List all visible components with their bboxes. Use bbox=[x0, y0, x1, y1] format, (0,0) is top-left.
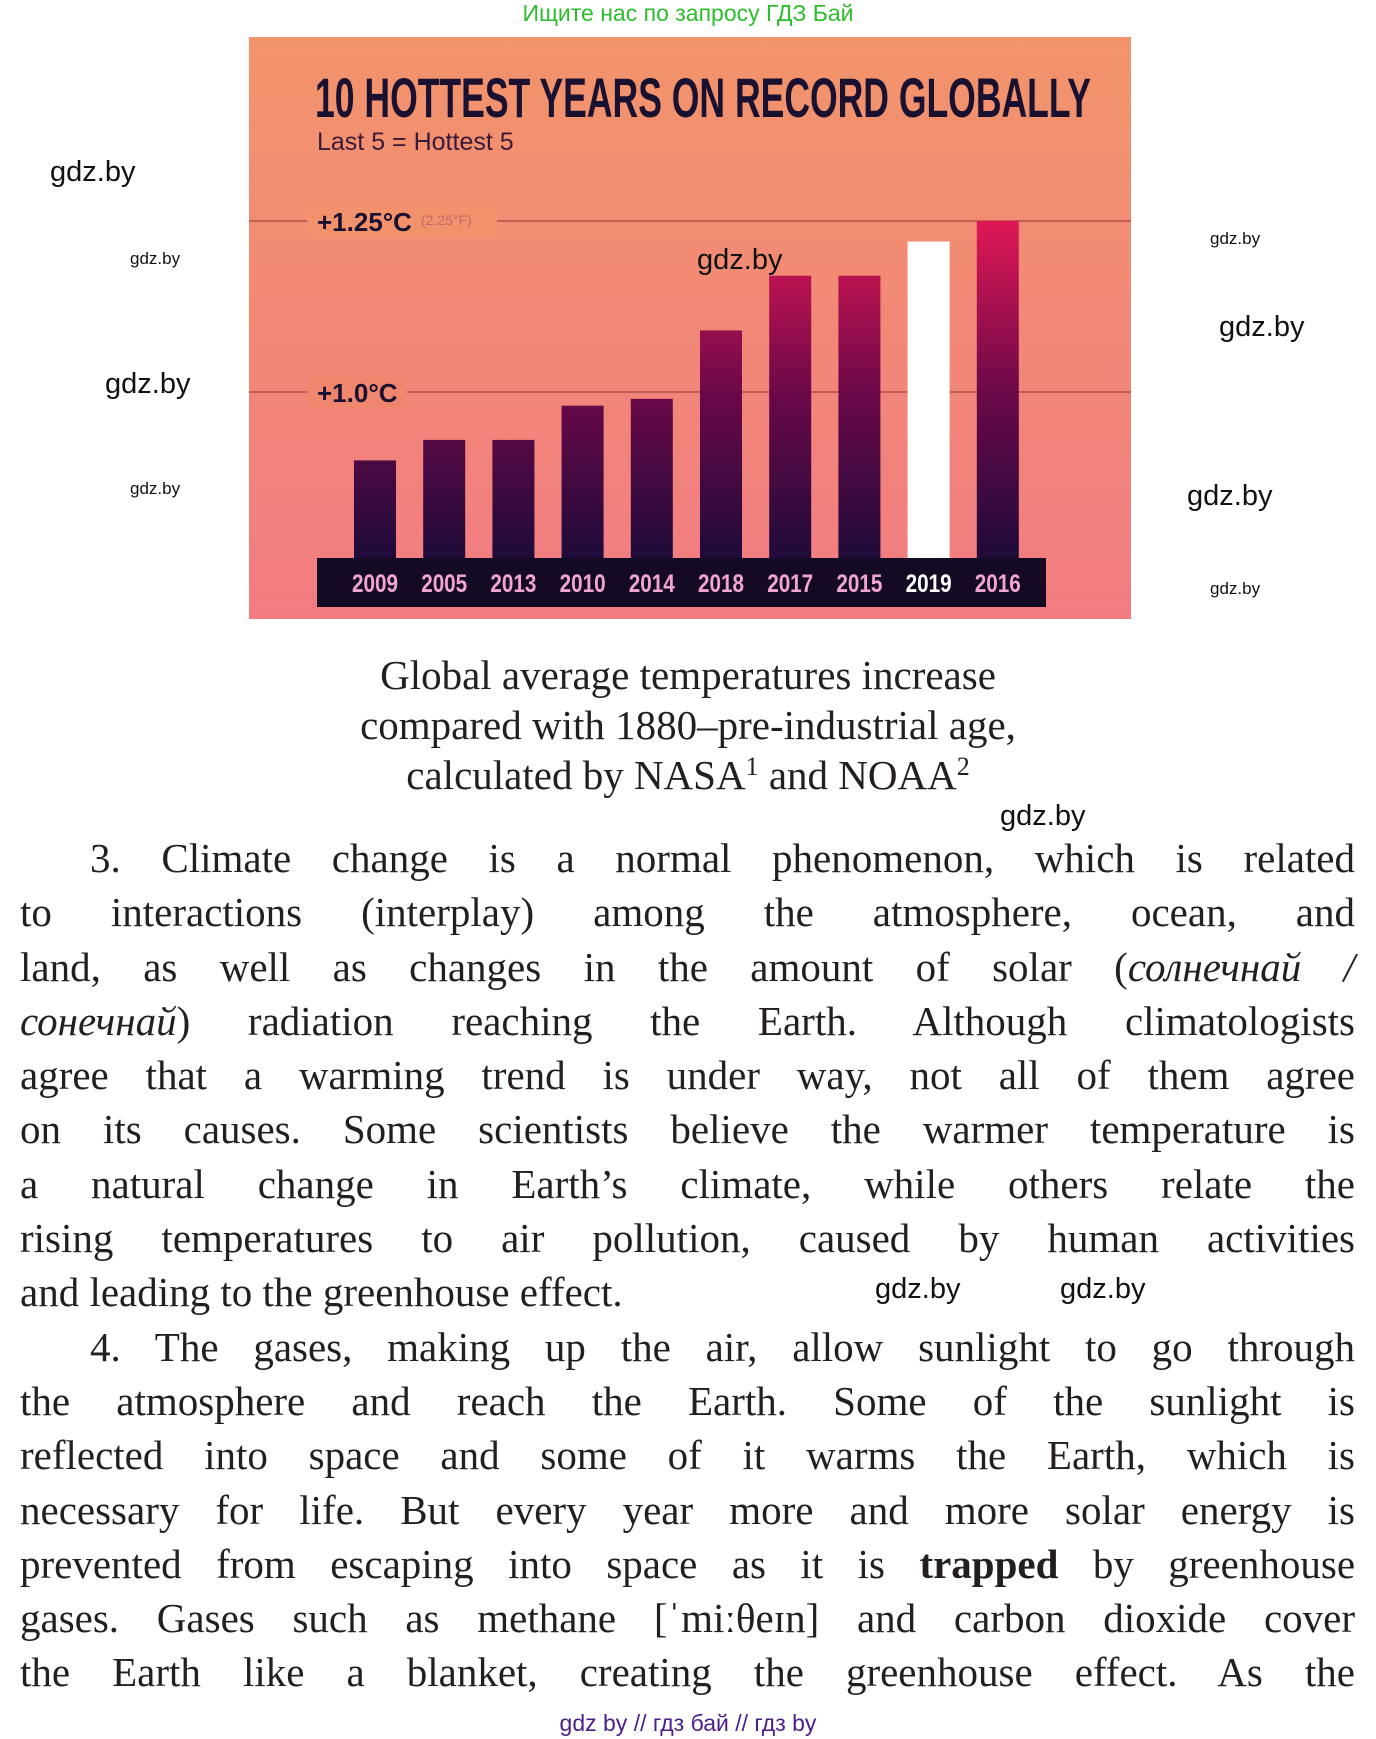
watermark: gdz.by bbox=[1210, 579, 1261, 598]
bar-2014 bbox=[630, 398, 673, 563]
caption-line-3: calculated by NASA1 and NOAA2 bbox=[0, 750, 1376, 800]
text-run: agree that a warming trend is under way,… bbox=[20, 1052, 1355, 1099]
watermark: gdz.by bbox=[1187, 480, 1273, 512]
year-label-2005: 2005 bbox=[421, 570, 467, 598]
body-text: 3. Climate change is a normal phenomenon… bbox=[20, 831, 1355, 1700]
bar-2009 bbox=[354, 460, 396, 563]
text-run: and leading to the greenhouse effect. bbox=[20, 1269, 623, 1316]
text-run: on its causes. Some scientists believe t… bbox=[20, 1106, 1355, 1153]
bar-2015 bbox=[838, 275, 881, 563]
text-run: the Earth like a blanket, creating the g… bbox=[20, 1649, 1355, 1696]
text-line: on its causes. Some scientists believe t… bbox=[20, 1102, 1355, 1156]
text-line: a natural change in Earth’s climate, whi… bbox=[20, 1157, 1355, 1211]
footnote-ref-1[interactable]: 1 bbox=[745, 752, 759, 781]
gridline-label-bg bbox=[307, 376, 407, 408]
text-run: land, as well as changes in the amount o… bbox=[20, 943, 1128, 990]
text-line: the Earth like a blanket, creating the g… bbox=[20, 1645, 1355, 1699]
text-line: rising temperatures to air pollution, ca… bbox=[20, 1211, 1355, 1265]
text-line: сонечнай) radiation reaching the Earth. … bbox=[20, 994, 1355, 1048]
year-label-2013: 2013 bbox=[490, 570, 536, 598]
watermark: gdz.by bbox=[105, 368, 191, 400]
caption-noaa: and NOAA bbox=[758, 752, 957, 798]
watermark: gdz.by bbox=[1210, 229, 1261, 248]
year-label-2010: 2010 bbox=[560, 570, 606, 598]
watermark: gdz.by bbox=[130, 249, 181, 268]
gridline-label-bg bbox=[307, 205, 497, 237]
watermark: gdz.by bbox=[1060, 1273, 1146, 1305]
bar-2017 bbox=[769, 275, 812, 563]
text-line: land, as well as changes in the amount o… bbox=[20, 940, 1355, 994]
text-line: gases. Gases such as methane [ˈmiːθeɪn] … bbox=[20, 1591, 1355, 1645]
bold-term: trapped bbox=[919, 1540, 1059, 1587]
year-label-2017: 2017 bbox=[767, 570, 813, 598]
text-line: the atmosphere and reach the Earth. Some… bbox=[20, 1374, 1355, 1428]
bar-2013 bbox=[492, 439, 535, 563]
year-label-2009: 2009 bbox=[352, 570, 398, 598]
year-label-2019: 2019 bbox=[906, 570, 952, 598]
text-line: reflected into space and some of it warm… bbox=[20, 1428, 1355, 1482]
caption-nasa: calculated by NASA bbox=[406, 752, 746, 798]
watermark: gdz.by bbox=[130, 479, 181, 498]
text-line: 4. The gases, making up the air, allow s… bbox=[20, 1320, 1355, 1374]
year-label-2016: 2016 bbox=[975, 570, 1021, 598]
text-run: 4. The gases, making up the air, allow s… bbox=[90, 1323, 1355, 1370]
bar-2005 bbox=[423, 439, 466, 563]
text-run: gases. Gases such as methane [ˈmiːθeɪn] … bbox=[20, 1595, 1355, 1642]
text-line: and leading to the greenhouse effect. bbox=[20, 1265, 1355, 1319]
chart-title: 10 HOTTEST YEARS ON RECORD GLOBALLY bbox=[315, 66, 1091, 129]
text-line: to interactions (interplay) among the at… bbox=[20, 885, 1355, 939]
watermark: gdz.by bbox=[50, 156, 136, 188]
gridline-note: (2.25°F) bbox=[421, 212, 472, 228]
bar-2010 bbox=[561, 405, 604, 563]
gridline-label: +1.25°C bbox=[317, 207, 412, 237]
text-run: prevented from escaping into space as it… bbox=[20, 1540, 920, 1587]
watermark: gdz.by bbox=[875, 1273, 961, 1305]
search-hint-banner: Ищите нас по запросу ГДЗ Бай bbox=[522, 0, 854, 26]
text-run: necessary for life. But every year more … bbox=[20, 1486, 1355, 1533]
text-line: prevented from escaping into space as it… bbox=[20, 1537, 1355, 1591]
watermark: gdz.by bbox=[1000, 800, 1086, 832]
text-run: a natural change in Earth’s climate, whi… bbox=[20, 1160, 1355, 1207]
text-run: ) radiation reaching the Earth. Although… bbox=[176, 997, 1355, 1044]
text-run: 3. Climate change is a normal phenomenon… bbox=[90, 835, 1355, 881]
text-line: agree that a warming trend is under way,… bbox=[20, 1048, 1355, 1102]
hottest-years-bar-chart: 10 HOTTEST YEARS ON RECORD GLOBALLY Last… bbox=[249, 37, 1131, 619]
text-line: 3. Climate change is a normal phenomenon… bbox=[20, 831, 1355, 885]
text-line: necessary for life. But every year more … bbox=[20, 1483, 1355, 1537]
text-run: rising temperatures to air pollution, ca… bbox=[20, 1215, 1355, 1262]
text-run: to interactions (interplay) among the at… bbox=[20, 889, 1355, 936]
italic-translation: сонечнай bbox=[20, 997, 177, 1044]
year-label-2018: 2018 bbox=[698, 570, 744, 598]
bar-2016 bbox=[976, 221, 1019, 563]
bar-2019 bbox=[907, 241, 950, 563]
italic-translation: солнечнай / bbox=[1127, 943, 1356, 990]
chart-subtitle: Last 5 = Hottest 5 bbox=[317, 128, 514, 156]
text-run: reflected into space and some of it warm… bbox=[20, 1432, 1355, 1479]
figure-caption: Global average temperatures increase com… bbox=[0, 650, 1376, 800]
text-run: the atmosphere and reach the Earth. Some… bbox=[20, 1377, 1355, 1424]
bar-2018 bbox=[700, 330, 742, 563]
year-label-strip bbox=[317, 558, 1046, 607]
footnote-ref-2[interactable]: 2 bbox=[956, 752, 970, 781]
watermark: gdz.by bbox=[697, 244, 783, 276]
year-label-2014: 2014 bbox=[629, 570, 675, 598]
watermark: gdz.by bbox=[1219, 311, 1305, 343]
gridline-label: +1.0°C bbox=[317, 378, 398, 408]
caption-line-2: compared with 1880–pre-industrial age, bbox=[360, 702, 1016, 748]
footer-watermark: gdz by // гдз бай // гдз by bbox=[559, 1710, 817, 1736]
caption-line-1: Global average temperatures increase bbox=[380, 652, 996, 698]
text-run: by greenhouse bbox=[1058, 1540, 1356, 1587]
year-label-2015: 2015 bbox=[836, 570, 882, 598]
